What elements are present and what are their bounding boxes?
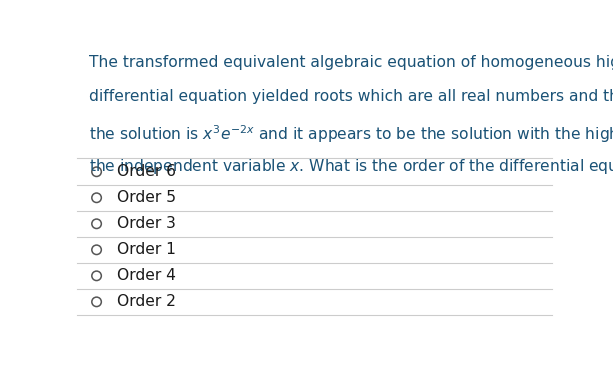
Text: Order 6: Order 6 (117, 164, 176, 179)
Text: differential equation yielded roots which are all real numbers and the same. One: differential equation yielded roots whic… (88, 89, 613, 104)
Text: Order 3: Order 3 (117, 216, 176, 231)
Text: Order 2: Order 2 (117, 295, 176, 310)
Text: Order 4: Order 4 (117, 268, 176, 283)
Text: Order 5: Order 5 (117, 190, 176, 205)
Text: the solution is $x^3e^{-2x}$ and it appears to be the solution with the highest : the solution is $x^3e^{-2x}$ and it appe… (88, 123, 613, 145)
Text: The transformed equivalent algebraic equation of homogeneous higher order: The transformed equivalent algebraic equ… (88, 55, 613, 70)
Text: Order 1: Order 1 (117, 242, 176, 257)
Text: the independent variable $x$. What is the order of the differential equation?: the independent variable $x$. What is th… (88, 157, 613, 176)
